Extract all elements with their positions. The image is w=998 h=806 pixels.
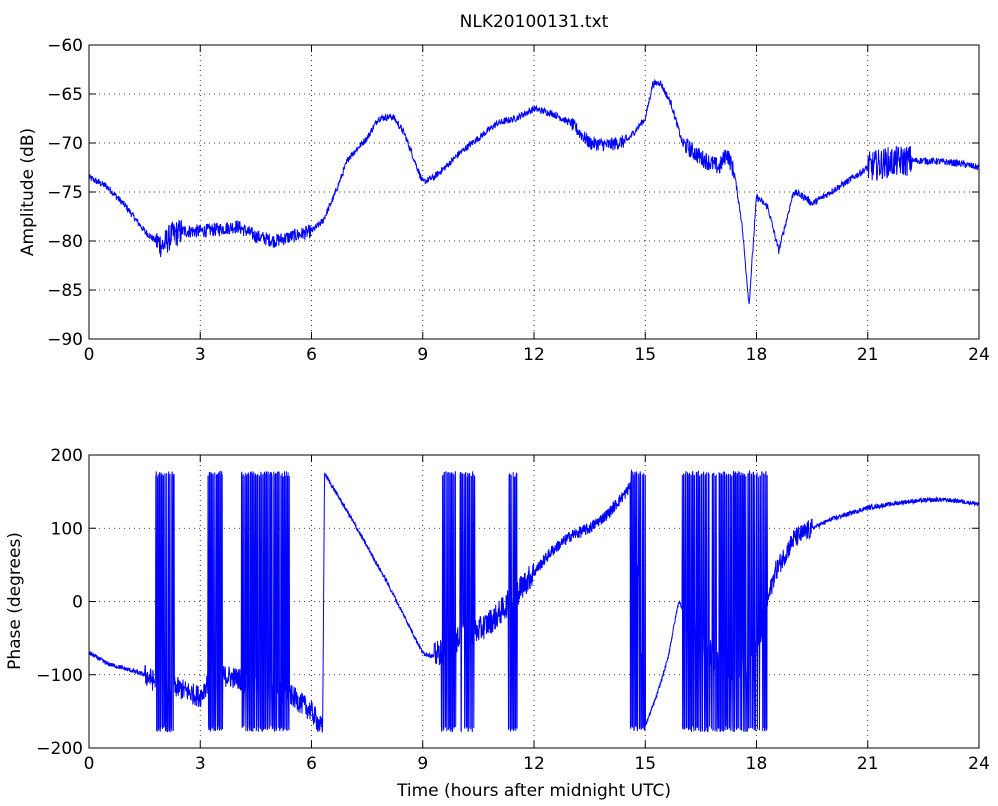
amplitude-y-tick-label: −75 — [47, 183, 83, 203]
phase-x-tick-label: 21 — [857, 754, 879, 774]
figure-title: NLK20100131.txt — [460, 12, 609, 32]
phase-x-tick-label: 0 — [84, 754, 95, 774]
amplitude-x-tick-label: 9 — [417, 345, 428, 365]
amplitude-y-tick-label: −60 — [47, 36, 83, 56]
phase-x-axis-label: Time (hours after midnight UTC) — [396, 781, 671, 801]
amplitude-series — [88, 78, 980, 305]
phase-y-tick-label: 100 — [51, 519, 83, 539]
phase-axes: 0 3 6 9 12 15 18 21 24 −200 −100 0 100 200 Phase (deg… — [5, 446, 990, 801]
phase-x-tick-label: 9 — [417, 754, 428, 774]
phase-y-axis-label: Phase (degrees) — [5, 532, 25, 670]
phase-x-tick-label: 12 — [523, 754, 545, 774]
phase-y-tick-label: 200 — [51, 446, 83, 466]
phase-y-tick-label: 0 — [72, 593, 83, 613]
amplitude-x-tick-label: 18 — [746, 345, 768, 365]
phase-y-tick-label: −100 — [36, 666, 83, 686]
amplitude-x-tick-label: 24 — [968, 345, 990, 365]
amplitude-grid — [89, 45, 979, 339]
phase-line — [88, 469, 980, 733]
amplitude-x-tick-label: 21 — [857, 345, 879, 365]
amplitude-axes: 0 3 6 9 12 15 18 21 24 −90 −85 −80 −75 −70 −65 −60 Ampl… — [18, 36, 990, 365]
amplitude-y-tick-label: −65 — [47, 85, 83, 105]
amplitude-ticks: 0 3 6 9 12 15 18 21 24 −90 −85 −80 −75 −70 −65 −60 — [47, 36, 990, 365]
phase-x-tick-label: 18 — [746, 754, 768, 774]
phase-grid — [89, 455, 979, 748]
phase-x-tick-label: 6 — [306, 754, 317, 774]
amplitude-y-axis-label: Amplitude (dB) — [18, 128, 38, 256]
amplitude-y-tick-label: −90 — [47, 330, 83, 350]
amplitude-x-tick-label: 6 — [306, 345, 317, 365]
amplitude-x-tick-label: 15 — [634, 345, 656, 365]
amplitude-x-tick-label: 3 — [195, 345, 206, 365]
amplitude-y-tick-label: −80 — [47, 232, 83, 252]
amplitude-y-tick-label: −85 — [47, 281, 83, 301]
phase-x-tick-label: 24 — [968, 754, 990, 774]
phase-series — [88, 469, 980, 733]
amplitude-x-tick-label: 0 — [84, 345, 95, 365]
amplitude-y-tick-label: −70 — [47, 134, 83, 154]
phase-x-tick-label: 3 — [195, 754, 206, 774]
phase-x-tick-label: 15 — [634, 754, 656, 774]
phase-ticks: 0 3 6 9 12 15 18 21 24 −200 −100 0 100 200 — [36, 446, 990, 774]
amplitude-x-tick-label: 12 — [523, 345, 545, 365]
amplitude-line — [88, 78, 980, 305]
phase-y-tick-label: −200 — [36, 739, 83, 759]
